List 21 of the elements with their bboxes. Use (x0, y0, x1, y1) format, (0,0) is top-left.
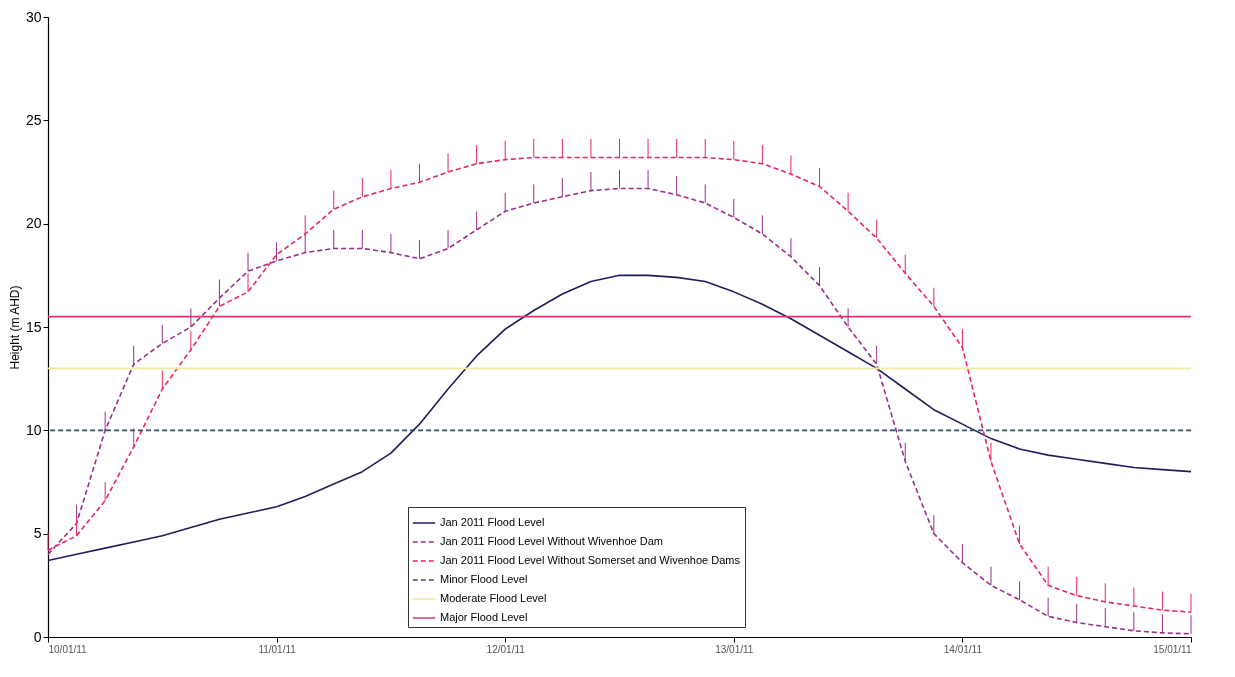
x-tick-label: 13/01/11 (715, 643, 754, 655)
y-tick-label: 15 (25, 318, 42, 335)
legend-label: Major Flood Level (440, 611, 528, 623)
legend-label: Minor Flood Level (440, 573, 528, 585)
y-tick-label: 25 (25, 111, 42, 128)
x-tick-label: 11/01/11 (258, 643, 297, 655)
line-series (47, 274, 1192, 562)
y-axis-title: Height (m AHD) (7, 285, 22, 370)
x-tick-label: 12/01/11 (486, 643, 526, 655)
y-tick-label: 10 (25, 421, 42, 438)
x-tick-label: 14/01/11 (943, 643, 983, 655)
legend-label: Jan 2011 Flood Level (440, 516, 545, 528)
y-tick-label: 30 (25, 8, 42, 25)
y-tick-label: 0 (33, 628, 42, 645)
y-tick-label: 20 (25, 215, 42, 232)
legend-label: Jan 2011 Flood Level Without Somerset and Wivenhoe Dams (440, 554, 741, 566)
x-tick-label: 15/01/11 (1153, 643, 1192, 655)
x-tick-label: 10/01/11 (48, 643, 88, 655)
legend-label: Moderate Flood Level (440, 592, 547, 604)
y-tick-label: 5 (33, 525, 42, 542)
legend-label: Jan 2011 Flood Level Without Wivenhoe Dam (440, 535, 663, 547)
